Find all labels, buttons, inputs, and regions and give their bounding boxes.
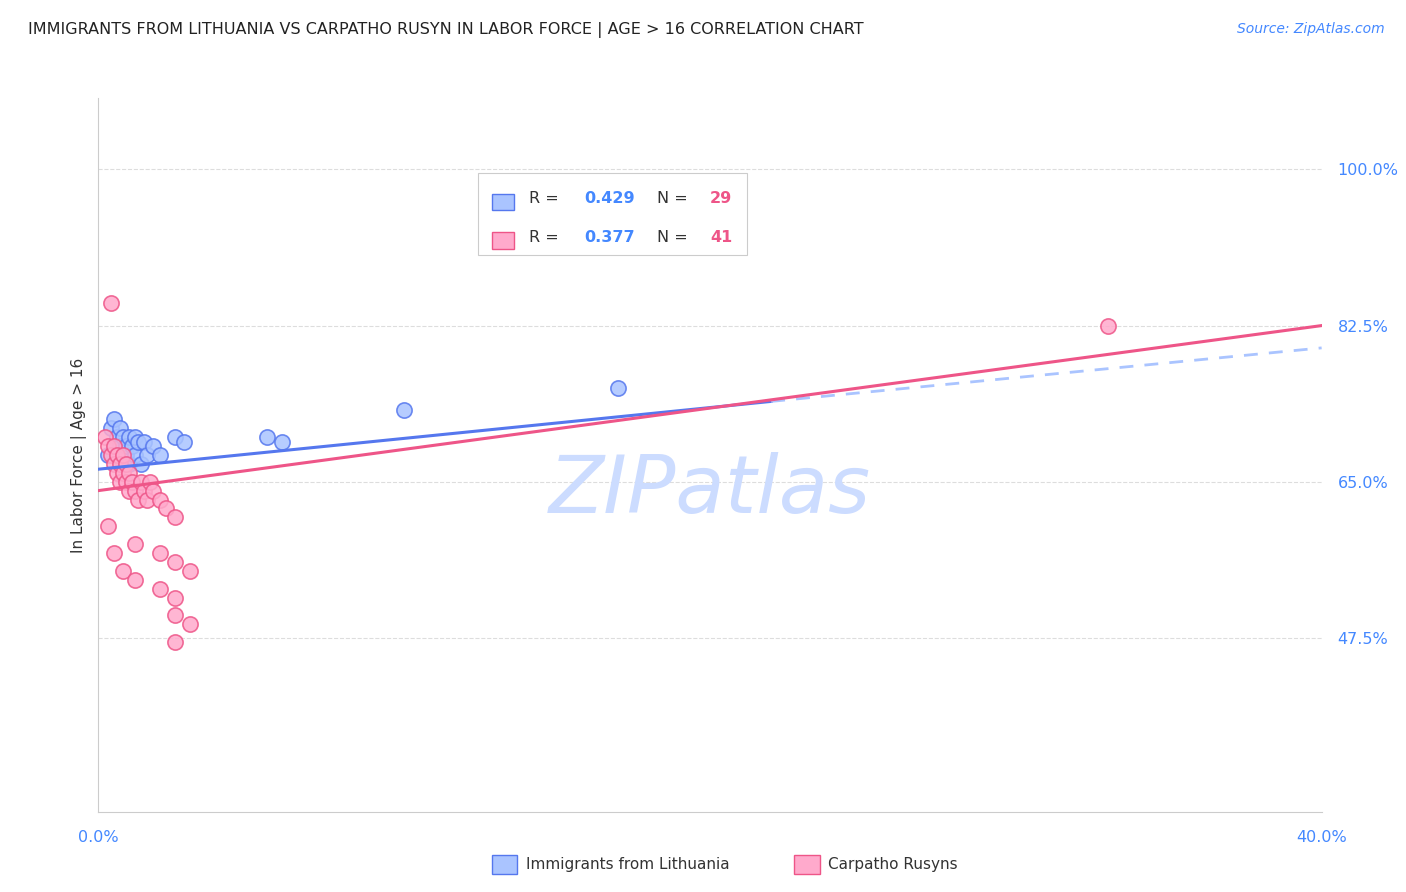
Point [105,448,128,462]
Point [127,434,149,449]
Point [100,421,122,435]
Point [163,635,186,649]
Text: 29: 29 [710,192,733,206]
Point [108,457,131,471]
Point [121,439,143,453]
Point [118,483,141,498]
Point [115,439,138,453]
Point [105,448,128,462]
Point [163,510,186,524]
Point [108,421,131,435]
Point [136,448,159,462]
Text: 0.429: 0.429 [583,192,634,206]
Point [111,448,134,462]
Point [93,430,115,444]
Point [108,439,131,453]
Point [115,475,138,489]
Point [121,475,143,489]
Text: R =: R = [529,192,564,206]
Point [179,617,201,632]
Point [136,492,159,507]
Text: ZIPatlas: ZIPatlas [548,451,872,530]
Point [100,448,122,462]
Text: 40.0%: 40.0% [1296,830,1347,845]
Point [163,555,186,569]
Text: Carpatho Rusyns: Carpatho Rusyns [828,857,957,871]
Point [124,573,146,587]
Point [607,381,630,395]
Text: Source: ZipAtlas.com: Source: ZipAtlas.com [1237,22,1385,37]
Text: R =: R = [529,230,564,245]
Point [134,434,156,449]
Point [155,501,177,516]
Point [392,403,416,417]
Point [1097,318,1119,333]
Point [115,457,138,471]
Point [142,483,165,498]
Text: N =: N = [658,230,693,245]
Point [111,430,134,444]
Point [129,475,152,489]
Text: 0.0%: 0.0% [79,830,118,845]
Point [124,448,146,462]
Point [115,448,138,462]
Text: 0.377: 0.377 [583,230,634,245]
Point [149,546,172,560]
Point [142,439,165,453]
Point [103,439,125,453]
Point [118,430,141,444]
Point [124,537,146,551]
Point [179,564,201,578]
Point [97,519,120,533]
Point [103,412,125,426]
Point [103,457,125,471]
Point [149,582,172,596]
Point [270,434,292,449]
Point [111,457,134,471]
Point [97,439,120,453]
Point [105,430,128,444]
FancyBboxPatch shape [478,173,747,255]
Point [163,430,186,444]
Point [124,483,146,498]
Point [118,457,141,471]
Point [256,430,278,444]
Text: IMMIGRANTS FROM LITHUANIA VS CARPATHO RUSYN IN LABOR FORCE | AGE > 16 CORRELATIO: IMMIGRANTS FROM LITHUANIA VS CARPATHO RU… [28,22,863,38]
Text: 41: 41 [710,230,733,245]
Point [111,564,134,578]
Point [173,434,195,449]
Text: N =: N = [658,192,693,206]
Point [149,492,172,507]
Point [97,448,120,462]
FancyBboxPatch shape [492,194,515,211]
Point [124,430,146,444]
Point [103,439,125,453]
Point [127,492,149,507]
Point [163,608,186,623]
Point [100,296,122,310]
Point [118,466,141,480]
Y-axis label: In Labor Force | Age > 16: In Labor Force | Age > 16 [72,358,87,552]
Point [163,591,186,605]
Point [108,475,131,489]
Text: Immigrants from Lithuania: Immigrants from Lithuania [526,857,730,871]
Point [111,466,134,480]
FancyBboxPatch shape [492,232,515,249]
Point [149,448,172,462]
Point [105,466,128,480]
Point [134,483,156,498]
Point [103,546,125,560]
Point [129,457,152,471]
Point [139,475,162,489]
